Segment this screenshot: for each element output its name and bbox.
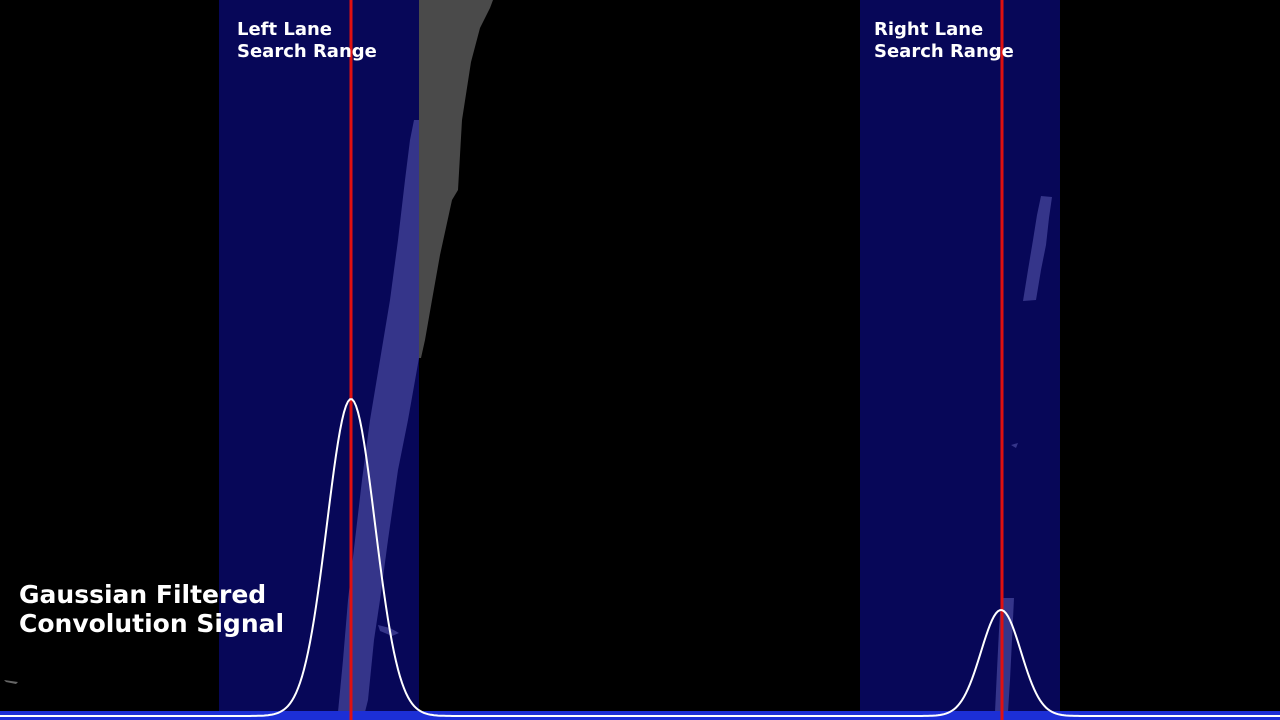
noise-speck	[4, 680, 18, 684]
left-lane-marking-outside-range	[419, 0, 493, 358]
signal-label-line-2: Convolution Signal	[19, 609, 285, 638]
signal-label-line-1: Gaussian Filtered	[19, 580, 267, 609]
left-lane-marking-fragment	[378, 625, 399, 636]
left-lane-marking-in-range	[338, 120, 419, 712]
right-lane-marking-lower	[995, 598, 1014, 712]
left-lane-search-range-label: Left Lane Search Range	[237, 19, 377, 63]
left-label-line-1: Left Lane	[237, 19, 333, 40]
right-lane-marking-upper	[1023, 196, 1052, 301]
left-label-line-2: Search Range	[237, 41, 377, 62]
right-label-line-2: Search Range	[874, 41, 1014, 62]
right-label-line-1: Right Lane	[874, 19, 984, 40]
right-lane-search-range-label: Right Lane Search Range	[874, 19, 1014, 63]
right-lane-marking-speck	[1011, 443, 1018, 448]
gaussian-convolution-signal-curve	[0, 398, 1280, 717]
convolution-signal-label: Gaussian Filtered Convolution Signal	[19, 580, 284, 638]
right-lane-search-range	[860, 0, 1060, 720]
